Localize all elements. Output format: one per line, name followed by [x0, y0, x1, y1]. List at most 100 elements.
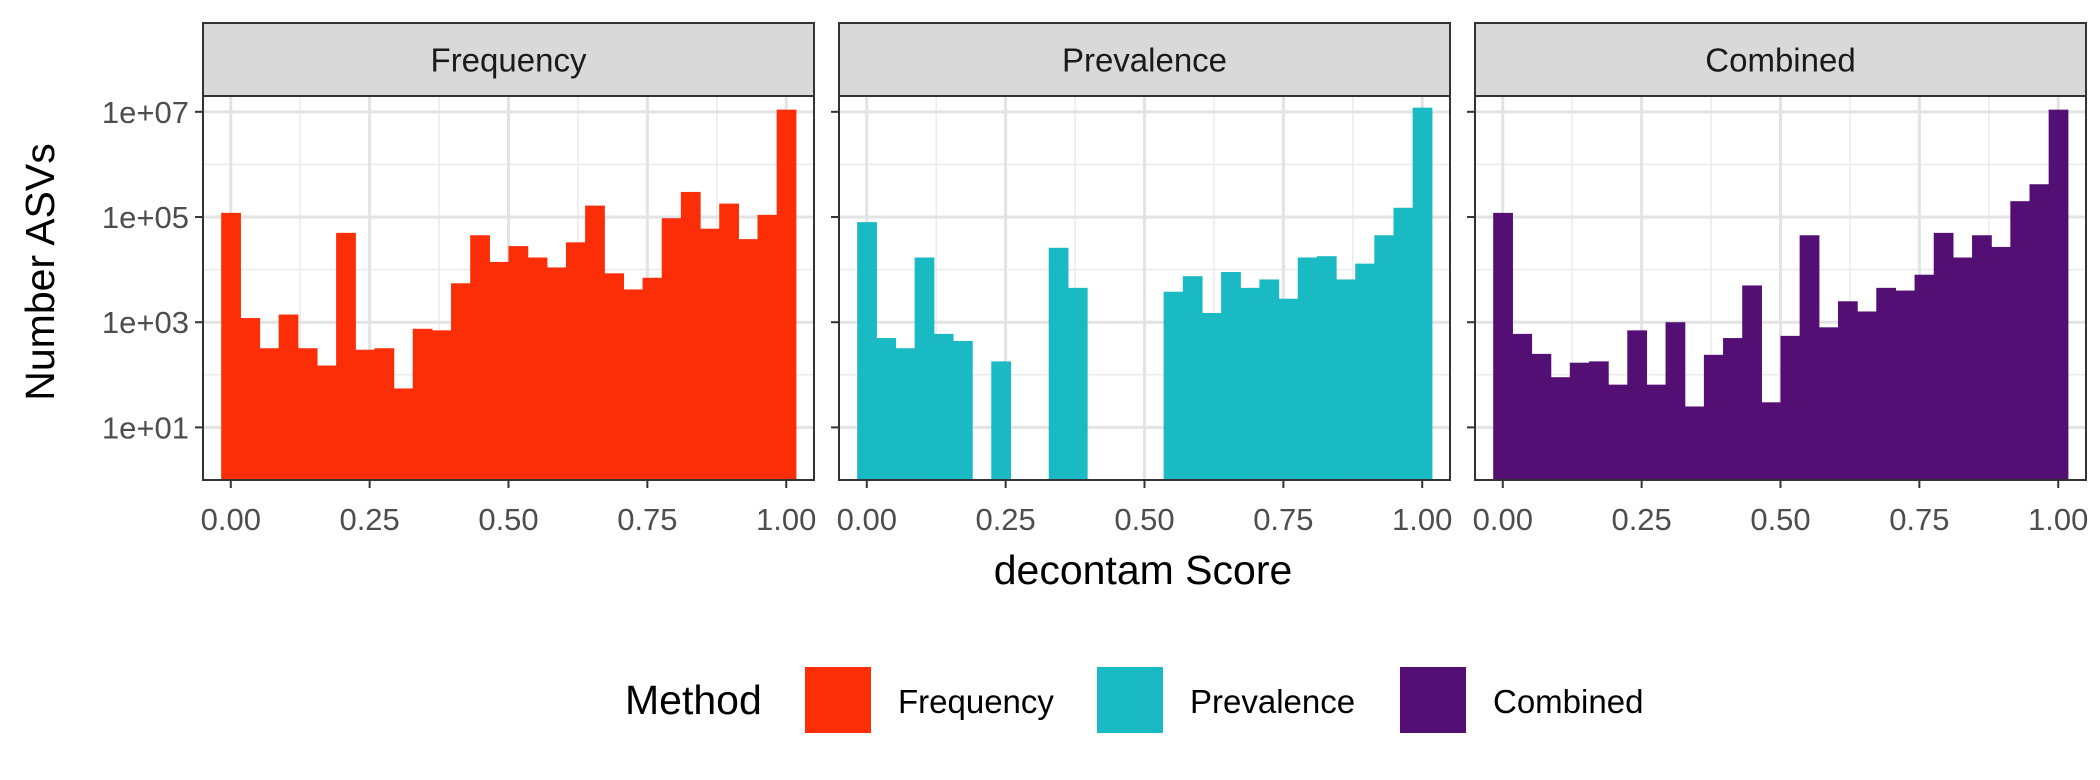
legend-label-combined: Combined	[1493, 683, 1643, 720]
histogram-bar	[1412, 107, 1433, 480]
histogram-bar	[336, 232, 356, 480]
x-tick-label: 0.50	[1750, 502, 1810, 537]
facet-panel-prevalence: Prevalence 0.00 0.25 0.50 0.75 1.00	[831, 22, 1452, 537]
x-tick-label: 0.00	[1473, 502, 1533, 537]
y-tick-label: 1e+07	[102, 95, 189, 130]
histogram-bar	[1742, 285, 1762, 480]
facet-strip-label-combined: Combined	[1705, 42, 1855, 79]
facet-panel-combined: Combined 0.00 0.25 0.50 0.75 1.00	[1467, 22, 2088, 537]
histogram-bar	[451, 283, 471, 480]
histogram-bar	[489, 261, 510, 480]
y-tick-label: 1e+05	[102, 200, 189, 235]
histogram-bar	[278, 314, 299, 480]
histogram-bar	[1703, 354, 1724, 480]
histogram-bar	[1646, 384, 1667, 480]
histogram-bar	[700, 228, 720, 480]
histogram-bar	[1665, 322, 1686, 480]
facet-strip-combined	[1474, 22, 2087, 97]
histogram-bar	[1723, 338, 1743, 480]
histogram-bar	[1991, 246, 2011, 480]
histogram-bar	[1393, 207, 1414, 480]
histogram-bar	[1761, 402, 1782, 480]
histogram-bar	[412, 328, 433, 480]
histogram-bar	[895, 348, 916, 480]
histogram-bar	[1316, 256, 1337, 480]
histogram-bar	[1336, 279, 1356, 480]
histogram-bar	[1780, 335, 1801, 480]
legend-key-prevalence	[1097, 667, 1163, 733]
legend-entry-prevalence: Prevalence	[1097, 667, 1355, 733]
x-tick-label: 0.25	[339, 502, 399, 537]
y-tick-label: 1e+01	[102, 410, 189, 445]
histogram-bar	[1355, 263, 1375, 480]
histogram-bar	[470, 235, 490, 480]
histogram-bar	[355, 349, 376, 480]
histogram-bar	[1067, 287, 1088, 480]
histogram-bar	[738, 239, 759, 480]
x-tick-label: 0.75	[617, 502, 677, 537]
x-tick-label: 0.00	[837, 502, 897, 537]
histogram-bar	[1933, 232, 1954, 480]
legend-entry-combined: Combined	[1400, 667, 1643, 733]
facet-panel-frequency: Frequency 0.00 0.25 0.50 0.75 1.00 1e+01 1e+03 1…	[102, 22, 816, 537]
legend-label-prevalence: Prevalence	[1190, 683, 1355, 720]
histogram-bar	[1952, 257, 1973, 480]
x-tick-label: 1.00	[2028, 502, 2088, 537]
histogram-bar	[316, 365, 337, 480]
legend-entry-frequency: Frequency	[805, 667, 1054, 733]
x-tick-label: 0.00	[201, 502, 261, 537]
histogram-bar	[719, 203, 739, 480]
x-tick-label: 1.00	[1392, 502, 1452, 537]
legend-label-frequency: Frequency	[898, 683, 1054, 720]
histogram-bar	[623, 289, 644, 480]
x-tick-label: 0.50	[1114, 502, 1174, 537]
facet-strip-prevalence	[838, 22, 1451, 97]
histogram-bar	[642, 277, 663, 480]
histogram-bar	[1374, 235, 1395, 480]
facet-strip-label-prevalence: Prevalence	[1062, 42, 1227, 79]
histogram-bar	[546, 267, 567, 480]
histogram-bar	[240, 318, 261, 480]
y-tick-label: 1e+03	[102, 305, 189, 340]
histogram-bar	[1493, 212, 1513, 481]
legend-key-combined	[1400, 667, 1466, 733]
histogram-bar	[1684, 406, 1705, 480]
x-tick-label: 0.25	[1611, 502, 1671, 537]
histogram-bar	[1550, 377, 1571, 480]
x-axis-title: decontam Score	[994, 547, 1293, 593]
histogram-bar	[1818, 327, 1839, 480]
histogram-bar	[1531, 353, 1552, 480]
histogram-bar	[952, 340, 973, 480]
histogram-bar	[221, 212, 241, 481]
histogram-bar	[1297, 257, 1318, 480]
histogram-bar	[1182, 276, 1203, 480]
histogram-bar	[297, 348, 318, 480]
histogram-bar	[776, 109, 797, 481]
histogram-bar	[680, 191, 701, 480]
histogram-bar	[604, 273, 625, 480]
histogram-bar	[661, 218, 682, 480]
facet-strip-label-frequency: Frequency	[431, 42, 587, 79]
histogram-bar	[508, 246, 529, 480]
histogram-bar	[2029, 184, 2050, 480]
histogram-bar	[1048, 247, 1069, 480]
histogram-bar	[1240, 287, 1261, 480]
histogram-bar	[1857, 311, 1877, 480]
facet-panels: Frequency 0.00 0.25 0.50 0.75 1.00 1e+01 1e+03 1…	[102, 22, 2088, 537]
histogram-bar	[1876, 287, 1897, 480]
histogram-bar	[585, 205, 605, 480]
histogram-bar	[757, 214, 778, 480]
legend-key-frequency	[805, 667, 871, 733]
y-axis-title: Number ASVs	[17, 143, 63, 401]
histogram-bar	[1588, 361, 1609, 480]
x-tick-label: 1.00	[756, 502, 816, 537]
histogram-bar	[1972, 235, 1992, 480]
histogram-bar	[1569, 362, 1590, 480]
histogram-bar	[914, 257, 935, 480]
histogram-bar	[1608, 384, 1628, 480]
x-tick-label: 0.25	[975, 502, 1035, 537]
histogram-bar	[2010, 201, 2031, 480]
histogram-bar	[1627, 330, 1648, 480]
histogram-bar	[1895, 290, 1916, 480]
